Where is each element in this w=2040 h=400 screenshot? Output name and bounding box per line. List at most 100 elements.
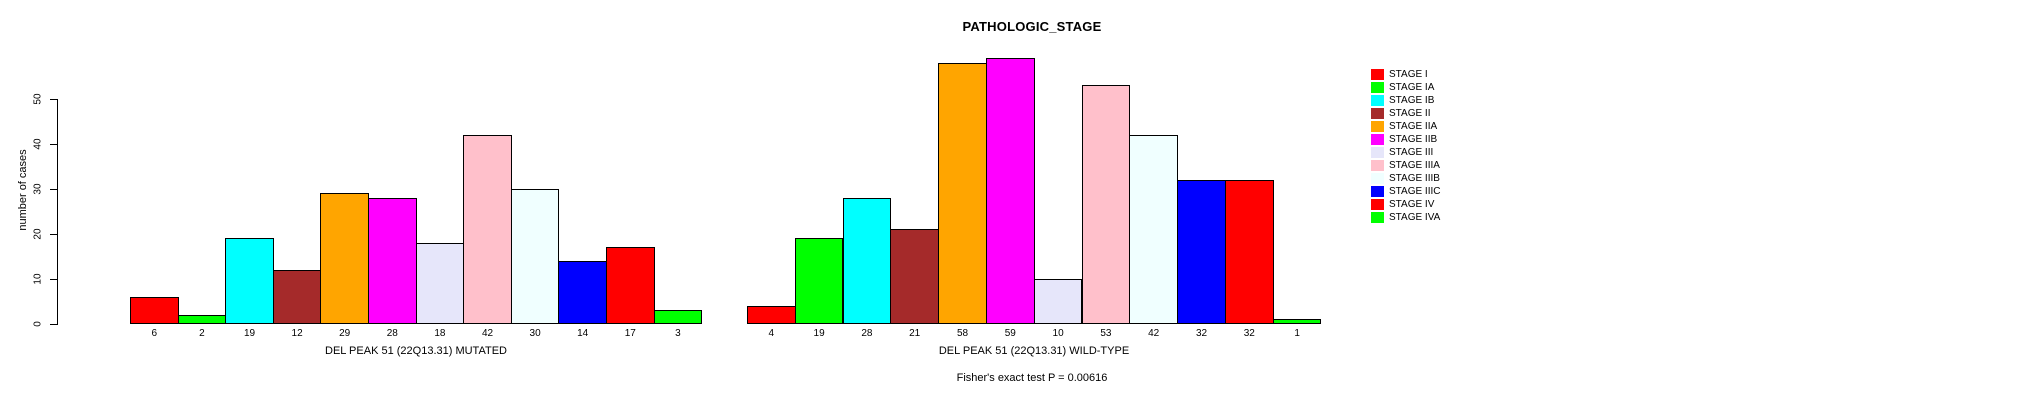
- bar-group1-stage-ib: [225, 238, 274, 324]
- legend-row-stage-iiic: STAGE IIIC: [1371, 185, 1441, 198]
- legend-swatch-icon: [1371, 186, 1384, 197]
- bar-value-label: 59: [1004, 328, 1016, 339]
- y-tick-50: [50, 99, 57, 100]
- legend-row-stage-iib: STAGE IIB: [1371, 133, 1441, 146]
- legend-label: STAGE IB: [1389, 95, 1435, 106]
- y-tick-10: [50, 279, 57, 280]
- legend-row-stage-iia: STAGE IIA: [1371, 120, 1441, 133]
- bar-value-label: 53: [1100, 328, 1112, 339]
- group-label-mutated: DEL PEAK 51 (22Q13.31) MUTATED: [325, 345, 507, 357]
- bar-group2-stage-ia: [794, 238, 844, 324]
- legend-label: STAGE IA: [1389, 82, 1435, 93]
- y-tick-label-0: 0: [32, 321, 44, 327]
- legend-swatch-icon: [1371, 212, 1384, 223]
- legend-row-stage-ii: STAGE II: [1371, 107, 1441, 120]
- bar-group2-stage-iiic: [1177, 180, 1226, 324]
- bar-value-label: 42: [1148, 328, 1160, 339]
- y-tick-0: [50, 324, 57, 325]
- bar-group2-stage-iva: [1272, 319, 1322, 324]
- legend-label: STAGE IIB: [1389, 134, 1438, 145]
- legend-swatch-icon: [1371, 121, 1384, 132]
- y-tick-label-50: 50: [32, 93, 44, 105]
- bar-group2-stage-ii: [890, 229, 939, 324]
- legend-swatch-icon: [1371, 69, 1384, 80]
- bar-group1-stage-iiic: [558, 261, 607, 324]
- chart-title: PATHOLOGIC_STAGE: [962, 19, 1102, 34]
- legend-label: STAGE IIIB: [1389, 173, 1440, 184]
- bar-group2-stage-iia: [938, 63, 987, 324]
- bar-value-label: 58: [956, 328, 969, 339]
- bar-value-label: 4: [768, 328, 775, 339]
- bar-value-label: 10: [1052, 328, 1064, 339]
- bar-value-label: 3: [675, 328, 681, 339]
- legend-label: STAGE IV: [1389, 199, 1435, 210]
- bar-group1-stage-ia: [177, 315, 227, 324]
- bar-group1-stage-iva: [653, 310, 703, 324]
- y-axis-line: [57, 99, 58, 325]
- y-tick-label-20: 20: [32, 228, 44, 240]
- bar-group1-stage-i: [130, 297, 179, 324]
- y-tick-20: [50, 234, 57, 235]
- legend-row-stage-ia: STAGE IA: [1371, 81, 1441, 94]
- bar-value-label: 28: [386, 328, 398, 339]
- legend-label: STAGE IIA: [1389, 121, 1438, 132]
- bar-value-label: 19: [243, 328, 256, 339]
- legend-row-stage-iv: STAGE IV: [1371, 198, 1441, 211]
- legend-swatch-icon: [1371, 95, 1384, 106]
- legend-row-stage-iiia: STAGE IIIA: [1371, 159, 1441, 172]
- legend-label: STAGE IIIC: [1389, 186, 1441, 197]
- bar-group2-stage-iv: [1225, 180, 1274, 324]
- legend-swatch-icon: [1371, 108, 1384, 119]
- group-label-wild-type: DEL PEAK 51 (22Q13.31) WILD-TYPE: [938, 345, 1130, 357]
- bar-value-label: 19: [813, 328, 825, 339]
- bar-value-label: 32: [1243, 328, 1255, 339]
- fisher-test-annotation: Fisher's exact test P = 0.00616: [956, 372, 1108, 384]
- bar-value-label: 32: [1195, 328, 1208, 339]
- bar-value-label: 21: [909, 328, 921, 339]
- bar-group1-stage-iiib: [510, 189, 560, 324]
- bar-value-label: 1: [1294, 328, 1300, 339]
- bar-group1-stage-iib: [368, 198, 417, 324]
- bar-value-label: 18: [434, 328, 446, 339]
- bar-value-label: 12: [291, 328, 303, 339]
- legend-swatch-icon: [1371, 160, 1384, 171]
- y-tick-label-40: 40: [32, 138, 44, 150]
- bar-group1-stage-iia: [320, 193, 369, 324]
- legend-label: STAGE IIIA: [1389, 160, 1440, 171]
- legend-label: STAGE II: [1389, 108, 1431, 119]
- legend: STAGE I STAGE IA STAGE IB STAGE II STAGE IIA…: [1371, 68, 1441, 224]
- bar-value-label: 17: [624, 328, 636, 339]
- y-tick-label-10: 10: [32, 273, 44, 285]
- bar-value-label: 6: [151, 328, 158, 339]
- bar-value-label: 30: [529, 328, 541, 339]
- bar-group2-stage-iiib: [1129, 135, 1178, 324]
- y-tick-label-30: 30: [32, 183, 44, 195]
- bar-value-label: 2: [199, 328, 205, 339]
- bar-group1-stage-iiia: [463, 135, 512, 324]
- legend-row-stage-i: STAGE I: [1371, 68, 1441, 81]
- bar-value-label: 29: [339, 328, 351, 339]
- legend-row-stage-iii: STAGE III: [1371, 146, 1441, 159]
- legend-swatch-icon: [1371, 82, 1384, 93]
- legend-label: STAGE III: [1389, 147, 1434, 158]
- y-tick-30: [50, 189, 57, 190]
- legend-label: STAGE IVA: [1389, 212, 1441, 223]
- y-axis-title: number of cases: [17, 149, 29, 231]
- bar-group2-stage-iii: [1033, 279, 1083, 324]
- legend-row-stage-iiib: STAGE IIIB: [1371, 172, 1441, 185]
- bar-group1-stage-iii: [415, 243, 465, 324]
- legend-label: STAGE I: [1389, 69, 1428, 80]
- bar-group1-stage-iv: [606, 247, 655, 324]
- bar-value-label: 14: [577, 328, 589, 339]
- legend-row-stage-iva: STAGE IVA: [1371, 211, 1441, 224]
- bar-value-label: 42: [481, 328, 494, 339]
- y-tick-40: [50, 144, 57, 145]
- bar-group1-stage-ii: [272, 270, 322, 324]
- bar-group2-stage-iib: [986, 58, 1035, 324]
- legend-swatch-icon: [1371, 147, 1384, 158]
- bar-group2-stage-i: [747, 306, 796, 324]
- legend-swatch-icon: [1371, 173, 1384, 184]
- bar-group2-stage-ib: [842, 198, 892, 324]
- legend-swatch-icon: [1371, 134, 1384, 145]
